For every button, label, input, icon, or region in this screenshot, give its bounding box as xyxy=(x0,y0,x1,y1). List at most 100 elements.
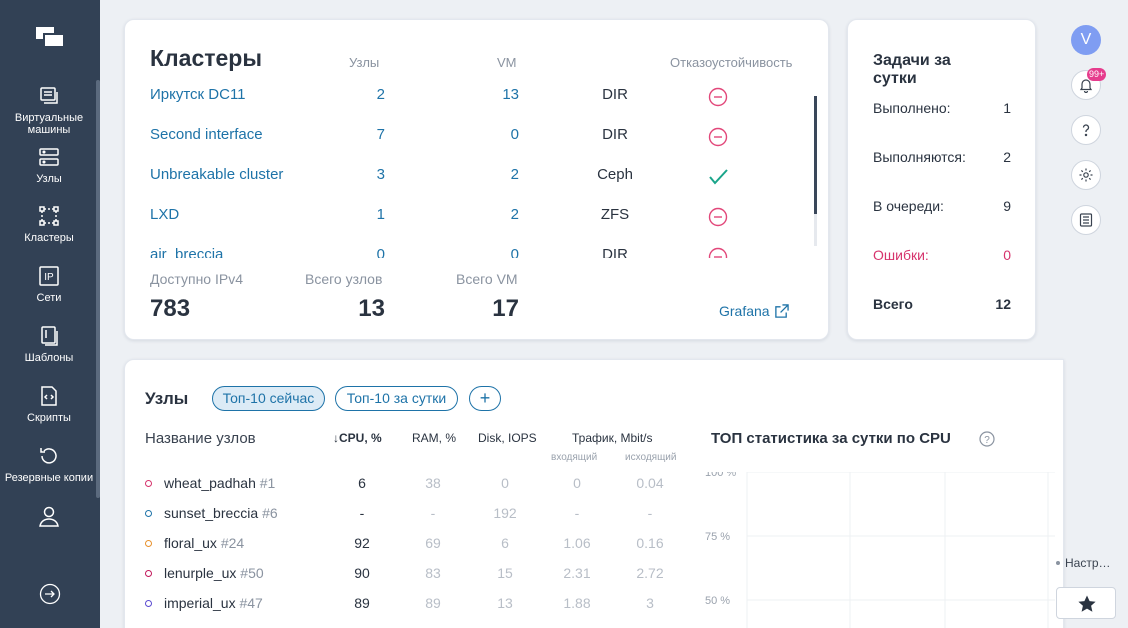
add-button[interactable]: + xyxy=(469,386,501,411)
node-name-link[interactable]: imperial_ux #47 xyxy=(164,595,263,611)
clusters-list[interactable]: Иркутск DC11 2 13 DIR Second interface 7… xyxy=(125,82,825,258)
help-icon[interactable]: ? xyxy=(979,431,995,447)
logout-icon[interactable] xyxy=(38,582,62,606)
cluster-name-link[interactable]: Second interface xyxy=(150,126,263,143)
node-cpu-value: 6 xyxy=(358,475,366,491)
cluster-name-link[interactable]: Иркутск DC11 xyxy=(150,86,246,103)
col-name-header[interactable]: Название узлов xyxy=(145,430,256,447)
cluster-nodes-count[interactable]: 3 xyxy=(376,166,385,183)
favorites-button[interactable] xyxy=(1056,587,1116,619)
cluster-vm-count[interactable]: 2 xyxy=(510,166,519,183)
tasks-list-button[interactable] xyxy=(1071,205,1101,235)
sidebar-item-nodes[interactable]: Узлы xyxy=(0,145,98,185)
table-row[interactable]: imperial_ux #47 89 89 13 1.88 3 xyxy=(125,595,695,613)
table-row[interactable]: lenurple_ux #50 90 83 15 2.31 2.72 xyxy=(125,565,695,583)
grafana-label[interactable]: Grafana xyxy=(719,303,770,319)
task-value[interactable]: 1 xyxy=(1003,100,1011,116)
ipv4-label: Доступно IPv4 xyxy=(150,271,243,287)
cluster-vm-count[interactable]: 2 xyxy=(510,206,519,223)
cpu-chart[interactable]: 100 % 75 % 50 % xyxy=(705,472,1055,628)
cluster-name-link[interactable]: air_breccia xyxy=(150,246,224,258)
cluster-vm-count[interactable]: 0 xyxy=(510,246,519,258)
node-name[interactable]: wheat_padhah xyxy=(164,475,256,491)
col-disk-header[interactable]: Disk, IOPS xyxy=(478,431,537,445)
col-cpu-header[interactable]: ↓CPU, % xyxy=(333,431,382,445)
sidebar-item-templates[interactable]: Шаблоны xyxy=(0,324,98,364)
bell-icon xyxy=(1079,79,1093,93)
sidebar-item-label: Резервные копии xyxy=(4,472,94,484)
node-name[interactable]: sunset_breccia xyxy=(164,505,259,521)
status-dot xyxy=(145,540,152,547)
table-row[interactable]: floral_ux #24 92 69 6 1.06 0.16 xyxy=(125,535,695,553)
node-disk-value: 13 xyxy=(497,595,513,611)
node-name-link[interactable]: wheat_padhah #1 xyxy=(164,475,275,491)
task-value[interactable]: 12 xyxy=(995,296,1011,312)
nodes-card: Узлы Топ-10 сейчас Топ-10 за сутки + Наз… xyxy=(124,359,1064,628)
cluster-nodes-count[interactable]: 7 xyxy=(376,126,385,143)
cluster-vm-count[interactable]: 13 xyxy=(502,86,519,103)
node-number: #6 xyxy=(262,505,278,521)
node-in-value: 0 xyxy=(573,475,581,491)
chart-ytick-label: 100 % xyxy=(705,472,736,479)
cluster-nodes-count[interactable]: 2 xyxy=(376,86,385,103)
col-traffic-header[interactable]: Трафик, Mbit/s xyxy=(572,431,653,445)
sidebar-item-networks[interactable]: IP Сети xyxy=(0,264,98,304)
minus-circle-icon xyxy=(708,127,728,147)
node-name[interactable]: floral_ux xyxy=(164,535,217,551)
node-name-link[interactable]: lenurple_ux #50 xyxy=(164,565,264,581)
logo-icon[interactable] xyxy=(36,27,66,51)
node-name[interactable]: lenurple_ux xyxy=(164,565,237,581)
cluster-row[interactable]: LXD 1 2 ZFS xyxy=(125,206,815,228)
task-value[interactable]: 9 xyxy=(1003,198,1011,214)
table-row[interactable]: wheat_padhah #1 6 38 0 0 0.04 xyxy=(125,475,695,493)
cluster-name-link[interactable]: Unbreakable cluster xyxy=(150,166,284,183)
task-label: Выполнено: xyxy=(873,100,951,116)
node-cpu-value: 90 xyxy=(354,565,370,581)
table-row[interactable]: sunset_breccia #6 - - 192 - - xyxy=(125,505,695,523)
cluster-name-link[interactable]: LXD xyxy=(150,206,180,223)
sidebar-item-vms[interactable]: Виртуальные машины xyxy=(0,84,98,136)
sidebar-scrollbar[interactable] xyxy=(96,80,100,498)
node-name-link[interactable]: floral_ux #24 xyxy=(164,535,244,551)
col-ram-header[interactable]: RAM, % xyxy=(412,431,457,445)
minus-circle-icon xyxy=(708,87,728,107)
cluster-nodes-count[interactable]: 0 xyxy=(376,246,385,258)
cluster-row[interactable]: Unbreakable cluster 3 2 Ceph xyxy=(125,166,815,188)
scripts-icon xyxy=(37,384,61,408)
clusters-scrollbar[interactable] xyxy=(814,96,817,246)
node-cpu-value: 89 xyxy=(354,595,370,611)
avatar[interactable]: V xyxy=(1071,25,1101,55)
sidebar-item-clusters[interactable]: Кластеры xyxy=(0,204,98,244)
settings-link[interactable]: Настр… xyxy=(1056,556,1111,570)
chart-ytick-label: 75 % xyxy=(705,531,730,543)
node-number: #1 xyxy=(259,475,276,491)
nodes-title: Узлы xyxy=(145,389,189,408)
cluster-row[interactable]: air_breccia 0 0 DIR xyxy=(125,246,815,258)
task-value[interactable]: 0 xyxy=(1003,247,1011,263)
cluster-row[interactable]: Second interface 7 0 DIR xyxy=(125,126,815,148)
settings-button[interactable] xyxy=(1071,160,1101,190)
grafana-link[interactable]: Grafana xyxy=(719,303,789,319)
sidebar-item-backups[interactable]: Резервные копии xyxy=(0,444,98,484)
cluster-nodes-count[interactable]: 1 xyxy=(376,206,385,223)
task-value[interactable]: 2 xyxy=(1003,149,1011,165)
node-ram-value: 69 xyxy=(425,535,441,551)
chart-ytick-label: 50 % xyxy=(705,595,730,607)
tab-top10-day[interactable]: Топ-10 за сутки xyxy=(335,386,458,411)
tasks-title: Задачи за сутки xyxy=(873,52,951,87)
question-icon xyxy=(1082,124,1090,137)
node-name-link[interactable]: sunset_breccia #6 xyxy=(164,505,278,521)
help-button[interactable] xyxy=(1071,115,1101,145)
clusters-icon xyxy=(37,204,61,228)
cluster-row[interactable]: Иркутск DC11 2 13 DIR xyxy=(125,86,815,108)
vm-icon xyxy=(37,84,61,108)
sidebar-item-scripts[interactable]: Скрипты xyxy=(0,384,98,424)
node-name[interactable]: imperial_ux xyxy=(164,595,236,611)
tab-top10-now[interactable]: Топ-10 сейчас xyxy=(212,386,325,411)
node-ram-value: 83 xyxy=(425,565,441,581)
node-out-value: 3 xyxy=(646,595,654,611)
sidebar-item-users[interactable] xyxy=(0,504,98,532)
cluster-storage: Ceph xyxy=(597,166,633,183)
cluster-vm-count[interactable]: 0 xyxy=(510,126,519,143)
gear-icon xyxy=(1079,168,1093,182)
